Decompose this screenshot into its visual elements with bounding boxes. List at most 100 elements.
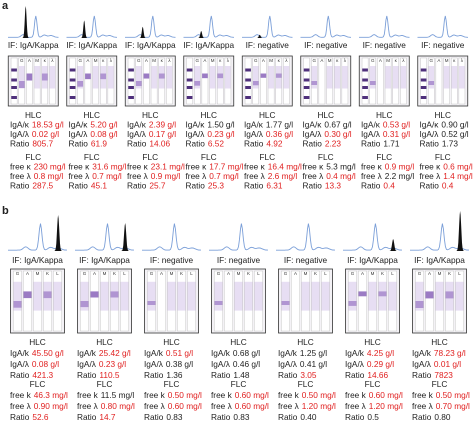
gel-lane <box>92 57 99 105</box>
result-label: IgA/κ <box>244 120 264 130</box>
result-label: IgA/κ <box>69 120 89 130</box>
result-value: 0.67 g/l <box>324 120 351 130</box>
result-value: 1.71 <box>383 139 400 149</box>
gel-band <box>11 78 17 82</box>
result-value: 31.6 mg/l <box>92 162 126 172</box>
densitometry-trace <box>359 15 410 38</box>
if-result: IF: negative <box>421 40 465 50</box>
gel-smear <box>342 66 348 89</box>
gel-smear <box>33 281 42 311</box>
result-label: IgA/λ <box>345 359 365 369</box>
result-value: 5.20 g/l <box>90 120 117 130</box>
gel-band <box>245 68 251 72</box>
result-label: Ratio <box>412 370 432 380</box>
result-value: 0.40 <box>300 412 317 422</box>
gel-lane-label: G <box>83 271 87 276</box>
result-line: IgA/k 0.51 g/l <box>144 348 193 358</box>
result-line: Ratio 3.05 <box>278 370 317 380</box>
gel-lane <box>158 57 165 105</box>
gel-smear <box>34 66 40 89</box>
gel-smear <box>459 66 465 89</box>
result-value: 78.23 g/l <box>434 348 466 358</box>
result-value: 18.53 g/l <box>32 120 64 130</box>
gel-lane <box>425 270 434 332</box>
gel-band <box>362 78 368 82</box>
result-value: 0.4 <box>383 181 395 191</box>
result-label: free λ <box>412 401 434 411</box>
result-label: Ratio <box>244 139 264 149</box>
result-value: 0.36 g/l <box>266 129 293 139</box>
gel-lane <box>209 57 216 105</box>
gel-lane-label: M <box>237 271 241 276</box>
result-line: Ratio 1.48 <box>211 370 250 380</box>
result-label: free k <box>211 390 233 400</box>
block-title: HLC <box>297 337 314 347</box>
result-value: 0.52 g/l <box>441 129 468 139</box>
block-title: HLC <box>259 110 276 120</box>
gel-lane-label: M <box>371 271 375 276</box>
gel-lane-label: κ <box>395 58 398 63</box>
gel-band <box>348 301 357 306</box>
panel-label: a <box>2 0 9 12</box>
gel-smear <box>385 66 391 89</box>
gel-lane <box>435 270 444 332</box>
gel-lane <box>311 270 320 332</box>
gel-smear <box>301 281 310 311</box>
gel-smear <box>177 281 186 311</box>
gel-lane <box>291 270 300 332</box>
result-label: free λ <box>127 171 149 181</box>
result-label: IgA/λ <box>244 129 264 139</box>
result-value: 14.7 <box>99 412 116 422</box>
result-label: IgA/k <box>278 348 298 358</box>
gel-smear <box>275 66 282 89</box>
gel-band <box>245 78 251 82</box>
gel-lane-label: G <box>284 271 288 276</box>
gel-smear <box>43 281 52 311</box>
result-label: free κ <box>244 162 266 172</box>
result-label: free κ <box>303 162 325 172</box>
gel-lane <box>388 270 397 332</box>
gel-smear <box>348 281 357 311</box>
block-title: FLC <box>298 379 314 389</box>
result-line: free λ 0.7 mg/l <box>186 171 239 181</box>
result-label: IgA/κ <box>420 120 440 130</box>
gel-smear <box>392 66 399 89</box>
gel-lane <box>275 57 282 105</box>
gel-lane-label: G <box>429 58 433 63</box>
gel-lane-label: L <box>391 271 394 276</box>
result-value: 1.77 g/l <box>266 120 293 130</box>
result-label: free κ <box>127 162 149 172</box>
gel-band <box>11 86 17 89</box>
result-line: Ratio 421.3 <box>10 370 54 380</box>
gel-smear <box>326 66 333 89</box>
result-value: 25.42 g/l <box>99 348 131 358</box>
densitometry-trace <box>209 223 268 251</box>
result-line: IgA/λ 0.02 g/l <box>10 129 59 139</box>
result-line: Ratio 6.31 <box>244 181 283 191</box>
gel-smear <box>321 281 330 311</box>
gel-band <box>128 78 134 82</box>
result-label: Ratio <box>278 412 298 422</box>
result-value: 805.7 <box>32 139 53 149</box>
result-label: IgA/k <box>211 348 231 358</box>
gel-band <box>252 81 259 86</box>
block-title: HLC <box>434 110 451 120</box>
result-value: 7823 <box>434 370 453 380</box>
result-line: IgA/k 1.25 g/l <box>278 348 327 358</box>
result-line: Ratio 2.23 <box>303 139 342 149</box>
gel-lane-label: M <box>445 58 449 63</box>
result-value: 0.90 g/l <box>441 120 468 130</box>
densitometry-trace <box>8 15 59 38</box>
result-line: Ratio 1.36 <box>144 370 183 380</box>
monoclonal-peak <box>197 31 206 38</box>
result-value: 6.31 <box>266 181 283 191</box>
gel-lane-label: λ <box>461 58 464 63</box>
result-line: IgA/λ 0.36 g/l <box>244 129 293 139</box>
if-result: IF: negative <box>246 40 290 50</box>
result-line: Ratio 0.80 <box>412 412 451 422</box>
gel-lane <box>84 57 92 105</box>
result-line: Ratio 1.73 <box>420 139 459 149</box>
gel-smear <box>400 66 407 89</box>
gel-band <box>11 68 17 72</box>
gel-lane-label: G <box>312 58 316 63</box>
